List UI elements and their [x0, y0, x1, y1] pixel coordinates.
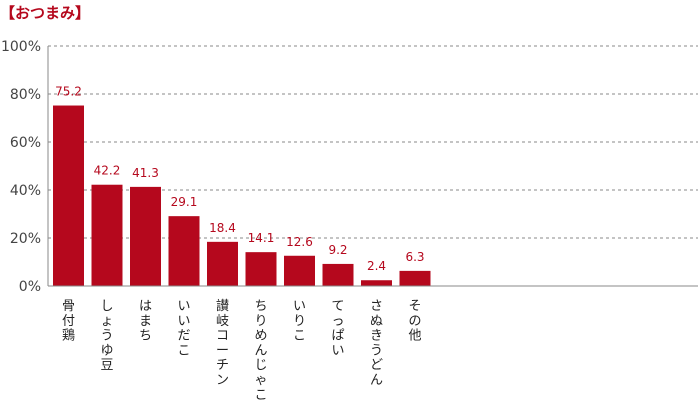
data-label: 42.2: [94, 164, 121, 178]
bars: [53, 105, 431, 287]
gridlines: [48, 45, 698, 239]
y-tick-label: 60%: [10, 135, 41, 151]
category-label: しょうゆ豆: [100, 299, 113, 373]
y-tick-label: 0%: [19, 279, 41, 295]
bar: [91, 184, 123, 286]
category-label: てっぱい: [331, 299, 344, 358]
data-label: 2.4: [367, 259, 386, 273]
data-label: 6.3: [405, 250, 424, 264]
category-label: その他: [408, 299, 421, 344]
y-axis-ticks: 0% 20% 40% 60% 80% 100%: [1, 39, 41, 295]
data-label: 14.1: [248, 231, 275, 245]
data-label: 18.4: [209, 221, 236, 235]
y-tick-label: 80%: [10, 87, 41, 103]
category-label: 骨付鶏: [62, 299, 75, 344]
bar: [399, 270, 431, 286]
y-tick-label: 100%: [1, 39, 41, 55]
bar: [130, 186, 161, 286]
y-tick-label: 20%: [10, 231, 41, 247]
chart-title: 【おつまみ】: [0, 4, 91, 22]
data-label: 75.2: [55, 85, 82, 99]
data-label: 9.2: [328, 243, 347, 257]
category-label: 讃岐コーチン: [216, 299, 229, 388]
bar: [168, 216, 200, 286]
category-label: ちりめんじゃこ: [254, 299, 267, 403]
category-label: いいだこ: [177, 299, 190, 358]
bar: [284, 255, 315, 286]
bar: [361, 280, 392, 286]
category-label: はまち: [139, 299, 152, 344]
bar: [207, 241, 238, 286]
bar: [322, 263, 354, 286]
category-labels: 骨付鶏 しょうゆ豆 はまち いいだこ 讃岐コーチン ちりめんじゃこ いりこ てっぱい さぬきうど…: [62, 299, 422, 403]
data-labels: 75.2 42.2 41.3 29.1 18.4 14.1 12.6 9.2 2.4 6.3: [55, 85, 424, 274]
data-label: 29.1: [171, 195, 198, 209]
data-label: 12.6: [286, 235, 313, 249]
bar: [53, 105, 84, 287]
bar: [245, 252, 277, 286]
y-tick-label: 40%: [10, 183, 41, 199]
data-label: 41.3: [132, 166, 159, 180]
category-label: いりこ: [293, 299, 306, 344]
category-label: さぬきうどん: [370, 299, 383, 388]
